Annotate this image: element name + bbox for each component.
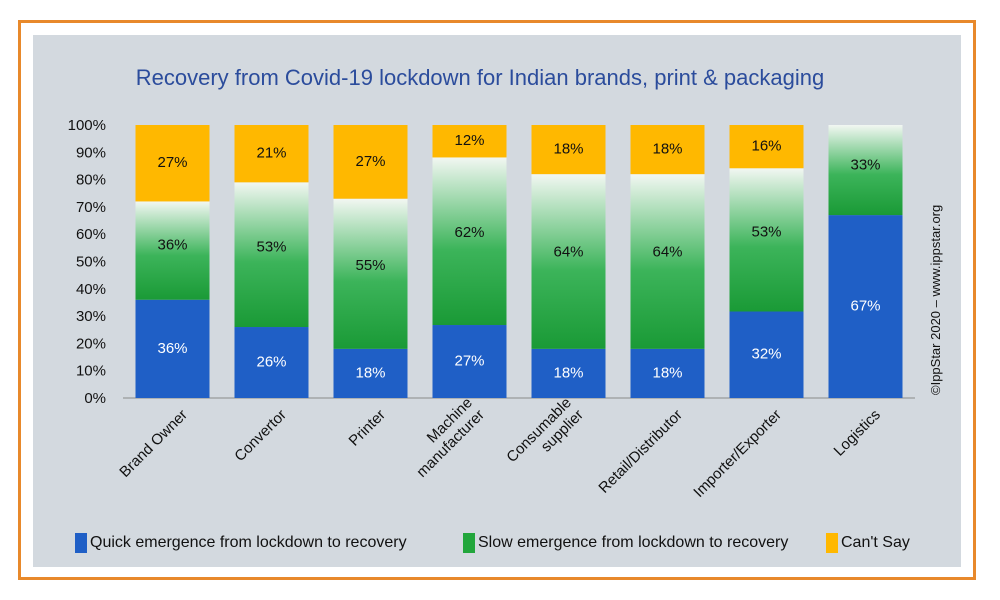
legend-label: Slow emergence from lockdown to recovery <box>478 534 788 551</box>
bar-segment <box>234 327 309 398</box>
bar-segment <box>333 198 408 349</box>
data-label: 36% <box>157 340 187 357</box>
category-label-line: Brand Owner <box>116 406 191 481</box>
data-label: 27% <box>454 352 484 369</box>
y-tick-label: 20% <box>76 335 106 352</box>
bar-segment <box>234 182 309 328</box>
data-label: 16% <box>751 138 781 155</box>
y-tick-label: 50% <box>76 254 106 271</box>
bar-segment <box>630 174 705 349</box>
category-label-line: Logistics <box>831 406 884 459</box>
data-label: 18% <box>652 364 682 381</box>
bar-segment <box>828 215 903 398</box>
copyright-note: ©IppStar 2020 – www.ippstar.org <box>928 205 943 395</box>
bar-segment <box>729 311 804 398</box>
category-label: Brand Owner <box>116 406 191 481</box>
bar-segment <box>135 299 210 398</box>
category-label-line: Retail/Distributor <box>595 406 685 496</box>
data-label: 27% <box>157 154 187 171</box>
category-label: Logistics <box>831 406 884 459</box>
data-label: 26% <box>256 353 286 370</box>
data-label: 18% <box>652 141 682 158</box>
bar-segment <box>234 125 309 183</box>
y-tick-label: 90% <box>76 144 106 161</box>
bar-segment <box>828 125 903 216</box>
data-label: 53% <box>751 224 781 241</box>
legend-swatch <box>463 533 475 553</box>
bar-segment <box>630 348 705 398</box>
data-label: 18% <box>553 364 583 381</box>
bar-segment <box>630 125 705 175</box>
category-label-line: Convertor <box>231 406 290 465</box>
bar-segment <box>432 125 507 158</box>
bar-segment <box>729 125 804 169</box>
data-label: 55% <box>355 257 385 274</box>
data-label: 64% <box>553 244 583 261</box>
y-axis: 0% 10% 20% 30% 40% 50% 60% 70% 80% 90% 100% <box>68 117 915 407</box>
legend-label: Quick emergence from lockdown to recover… <box>90 534 407 551</box>
data-label: 33% <box>850 157 880 174</box>
data-label: 53% <box>256 238 286 255</box>
y-tick-label: 70% <box>76 199 106 216</box>
bar-segment <box>432 325 507 398</box>
bar-segment <box>135 201 210 300</box>
category-label: Convertor <box>231 406 290 465</box>
y-tick-label: 40% <box>76 281 106 298</box>
bar-segment <box>729 168 804 312</box>
legend-label: Can't Say <box>841 534 910 551</box>
bar-segment <box>531 174 606 349</box>
chart-title: Recovery from Covid-19 lockdown for Indi… <box>136 65 824 90</box>
legend-swatch <box>826 533 838 553</box>
y-tick-label: 0% <box>84 390 106 407</box>
y-tick-label: 80% <box>76 172 106 189</box>
y-tick-label: 100% <box>68 117 106 134</box>
bar-segment <box>531 125 606 175</box>
bar-segment <box>432 157 507 326</box>
bar-segment <box>333 348 408 398</box>
y-tick-label: 30% <box>76 308 106 325</box>
data-label: 12% <box>454 132 484 149</box>
y-tick-label: 60% <box>76 226 106 243</box>
data-label: 36% <box>157 237 187 254</box>
x-axis-labels: Brand Owner Convertor Printer Machinemanufa… <box>116 394 884 501</box>
bar-segment <box>333 125 408 199</box>
legend-swatch <box>75 533 87 553</box>
data-label: 67% <box>850 298 880 315</box>
bar-segment <box>531 348 606 398</box>
category-label: Importer/Exporter <box>690 406 785 501</box>
data-label: 18% <box>553 141 583 158</box>
data-label: 62% <box>454 224 484 241</box>
legend: Quick emergence from lockdown to recover… <box>75 533 910 553</box>
bar-segment <box>135 125 210 202</box>
data-label: 64% <box>652 244 682 261</box>
category-label-line: Importer/Exporter <box>690 406 785 501</box>
category-label: Retail/Distributor <box>595 406 685 496</box>
bars <box>135 125 903 398</box>
category-label: Printer <box>346 406 389 449</box>
y-tick-label: 10% <box>76 363 106 380</box>
data-label: 21% <box>256 145 286 162</box>
data-label: 32% <box>751 346 781 363</box>
data-label: 18% <box>355 364 385 381</box>
data-labels: 36% 36% 27% 26% 53% 21% 18% 55% 27% 27% 62% 12% 18% 6… <box>157 132 880 381</box>
data-label: 27% <box>355 153 385 170</box>
category-label-line: Printer <box>346 406 389 449</box>
